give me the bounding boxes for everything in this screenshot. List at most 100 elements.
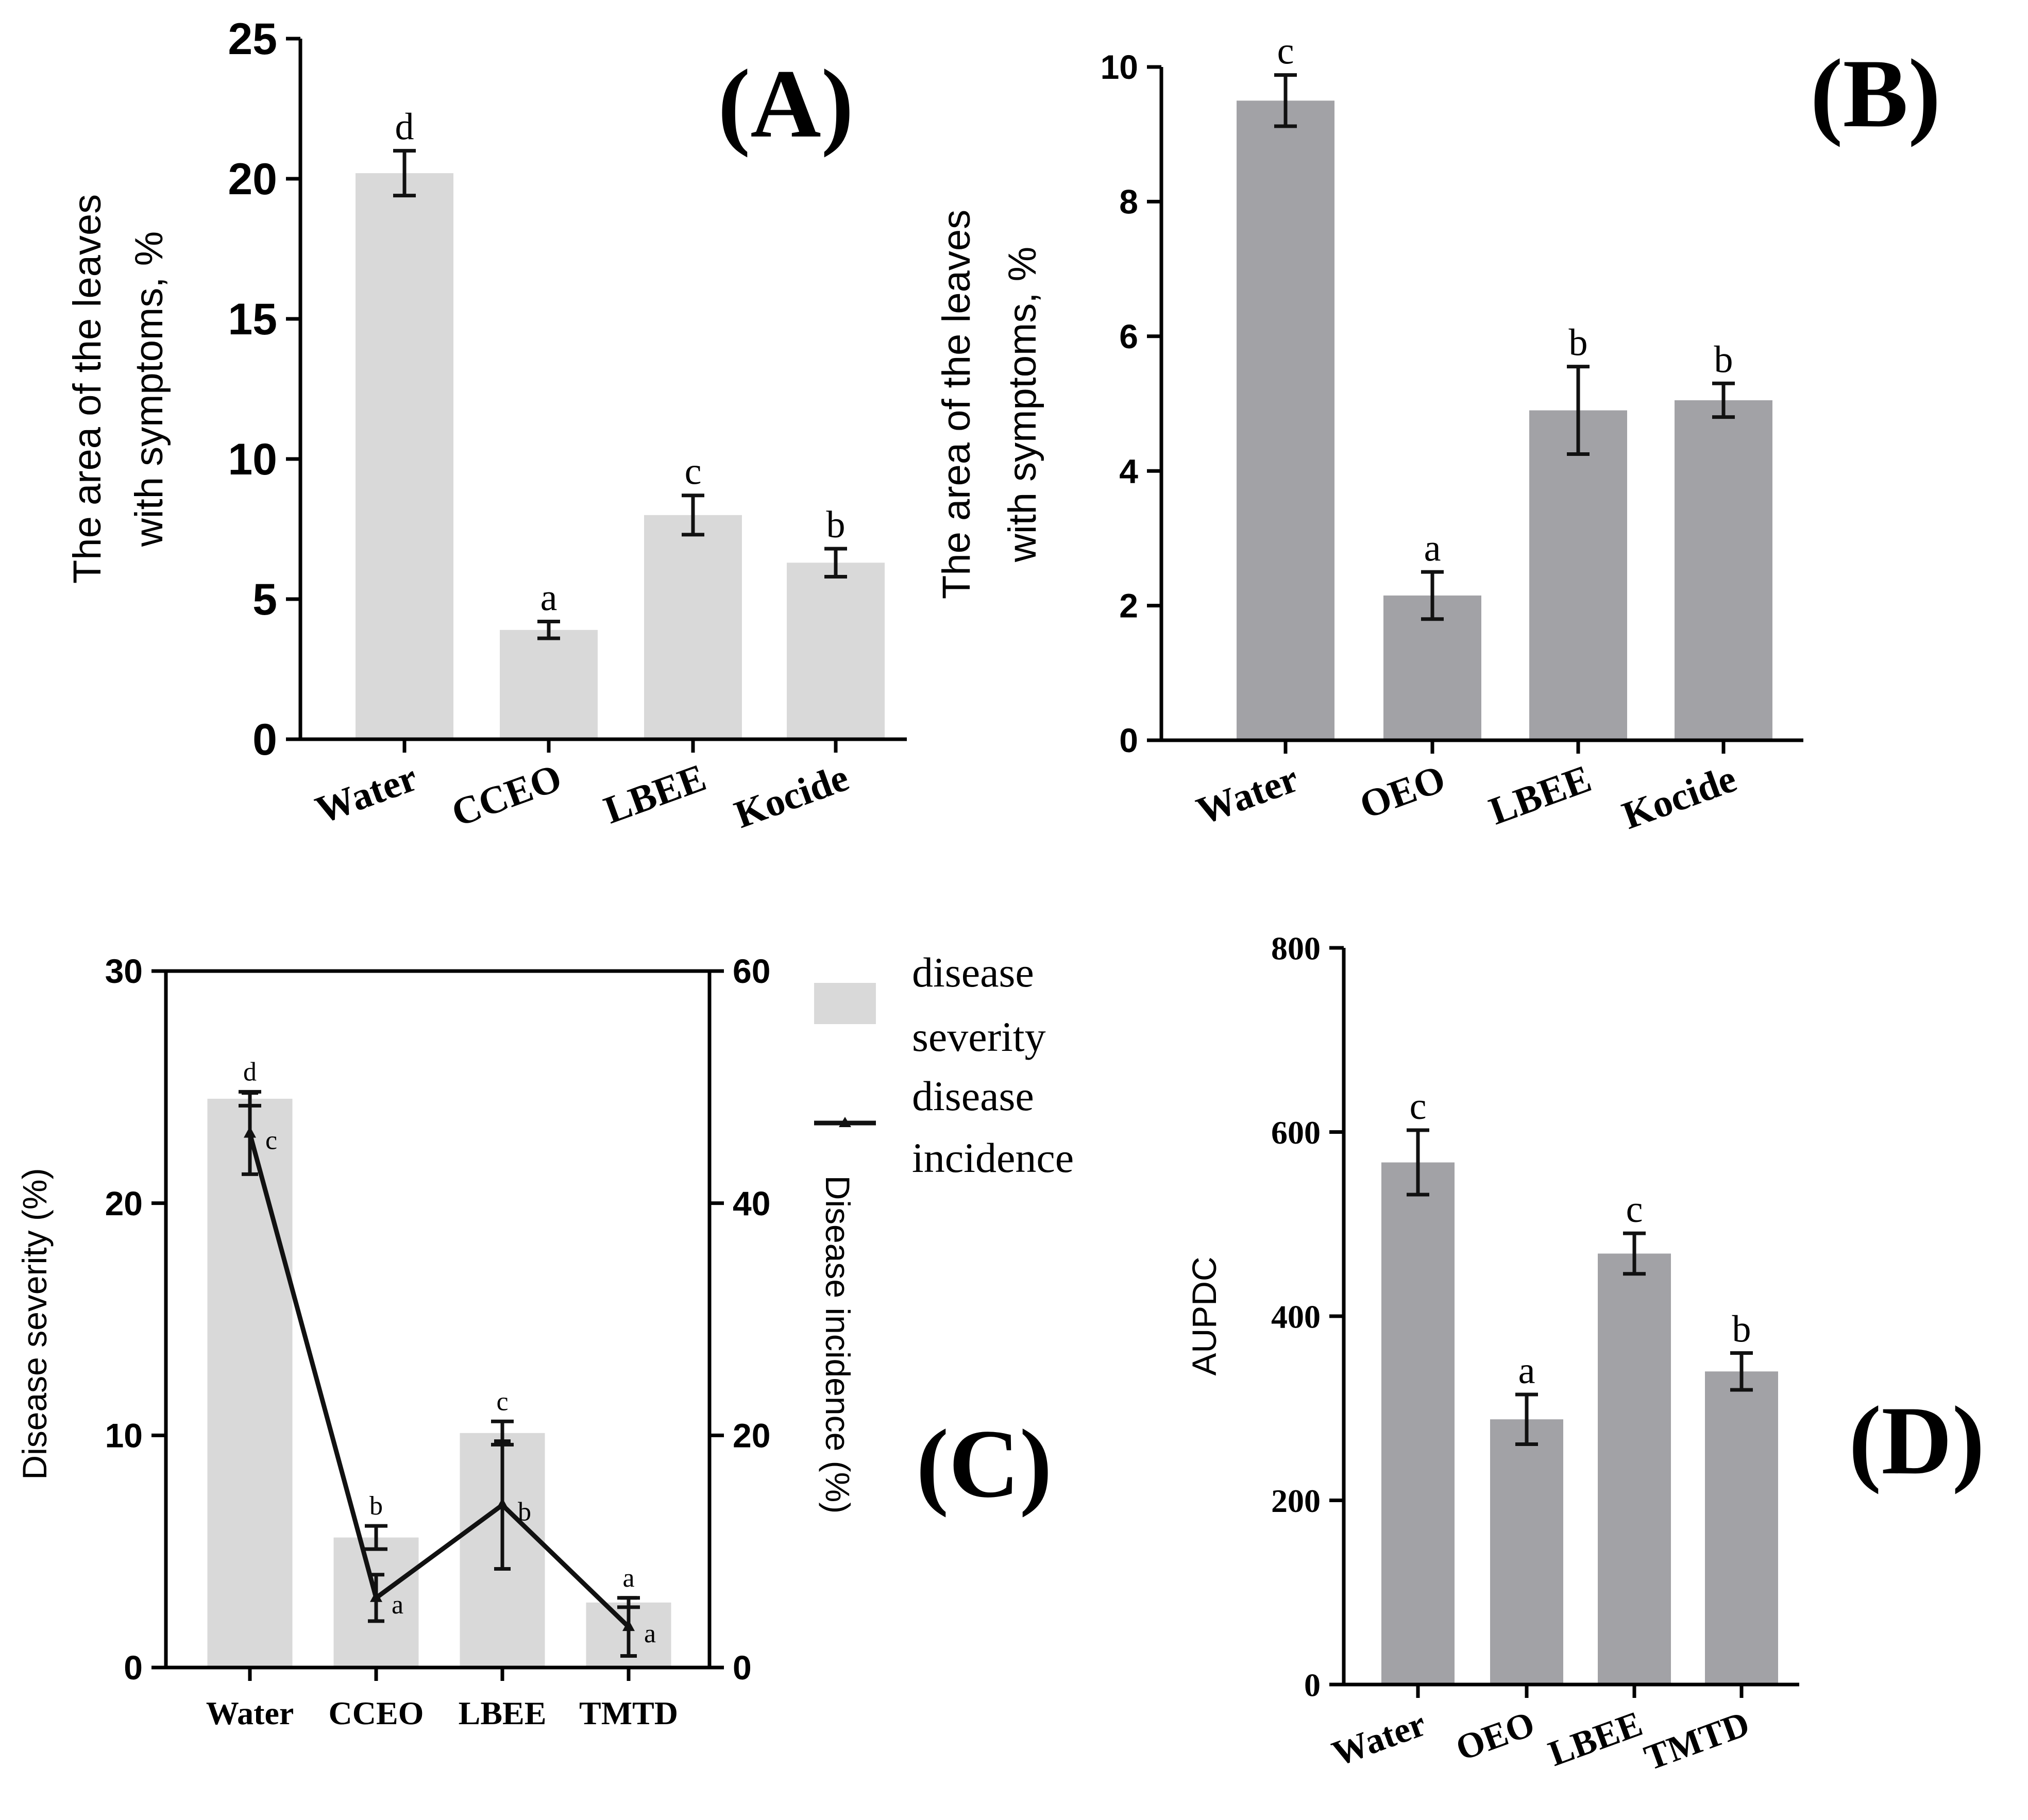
panel-a-error-bar-0 [393, 149, 416, 198]
panel-c-incidence-letter-0: c [265, 1126, 277, 1155]
panel-c-y2-tick-label-0: 0 [733, 1648, 752, 1687]
legend-label-disease-severity-line-2: severity [912, 1013, 1046, 1060]
panel-d-error-bar-3 [1730, 1351, 1753, 1392]
panel-a-sig-letter-2: c [685, 451, 702, 493]
panel-c-incidence-letter-1: a [392, 1590, 403, 1620]
panel-b-sig-letter-1: a [1424, 527, 1441, 569]
panel-c-y-tick-label-2: 20 [105, 1184, 143, 1222]
panel-c-y-tick-label-0: 0 [124, 1648, 143, 1687]
panel-a-y-tick-label-2: 10 [228, 435, 277, 484]
panel-c: d b c a c a b a 0 10 20 30 0 20 40 60 Water CCEO LBEE TM… [15, 949, 1074, 1731]
panel-b-y-tick-label-5: 10 [1101, 48, 1138, 86]
panel-c-incidence-error-bar-1 [368, 1573, 384, 1623]
panel-c-incidence-letter-2: b [518, 1498, 531, 1527]
panel-a-sig-letter-3: b [826, 504, 846, 546]
panel-a-y-axis-title-line-1: The area of the leaves [65, 194, 109, 584]
panel-c-y-axis-title: Disease severity (%) [15, 1168, 54, 1479]
panel-c-y-tick-label-3: 30 [105, 952, 143, 990]
panel-d-y-tick-label-4: 800 [1271, 930, 1321, 966]
panel-b-y-tick-label-4: 8 [1119, 183, 1138, 221]
panel-a-y-tick-label-0: 0 [252, 715, 277, 764]
panel-c-sig-letter-0: d [243, 1057, 257, 1086]
panel-c-x-label-1: CCEO [329, 1695, 424, 1731]
panel-c-label: (C) [916, 1410, 1052, 1518]
panel-a-y-tick-label-3: 15 [228, 295, 277, 344]
panel-a-error-bar-1 [537, 620, 560, 640]
panel-a-y-tick-label-4: 20 [228, 155, 277, 204]
panel-d-sig-letter-3: b [1732, 1308, 1751, 1351]
panel-b-sig-letter-3: b [1714, 338, 1733, 381]
panel-b-sig-letter-2: b [1569, 322, 1588, 364]
panel-a-error-bar-3 [824, 547, 847, 579]
panel-d-y-axis-title: AUPDC [1185, 1256, 1223, 1375]
panel-a-sig-letter-0: d [395, 106, 414, 148]
panel-b-bar-kocide [1675, 400, 1772, 740]
panel-c-incidence-letter-3: a [644, 1619, 656, 1648]
panel-c-y-tick-label-1: 10 [105, 1416, 143, 1454]
panel-a-y-tick-label-1: 5 [252, 575, 277, 624]
panel-c-incidence-error-bar-3 [620, 1596, 637, 1658]
panel-d-y-tick-label-2: 400 [1271, 1298, 1321, 1335]
panel-c-x-label-0: Water [206, 1695, 294, 1731]
panel-c-sig-letter-1: b [369, 1491, 383, 1521]
panel-b-error-bar-2 [1567, 365, 1590, 456]
panel-c-y2-tick-label-3: 60 [733, 952, 770, 990]
panel-a-bar-lbee [644, 515, 742, 739]
panel-c-y2-tick-label-2: 40 [733, 1184, 770, 1222]
panel-a-bar-cceo [500, 630, 598, 739]
panel-c-x-label-3: TMTD [579, 1695, 678, 1731]
panel-c-incidence-line [247, 1133, 631, 1629]
panel-b-y-axis-title-line-1: The area of the leaves [935, 210, 978, 599]
legend-marker-disease-incidence [839, 1117, 851, 1127]
panel-d-sig-letter-2: c [1626, 1188, 1643, 1231]
panel-a-y-tick-label-5: 25 [228, 14, 277, 64]
panel-b-y-tick-label-1: 2 [1119, 587, 1138, 625]
panel-a-y-axis-title-line-2: with symptoms, % [127, 231, 171, 547]
panel-d-bar-lbee [1598, 1253, 1671, 1685]
panel-c-incidence-error-bar-2 [494, 1439, 511, 1571]
panel-b-label: (B) [1810, 40, 1940, 148]
panel-d-bar-water [1381, 1162, 1455, 1685]
panel-b-y-tick-label-3: 6 [1119, 317, 1138, 355]
panel-b-error-bar-3 [1712, 381, 1735, 419]
panel-d-y-tick-label-1: 200 [1271, 1483, 1321, 1519]
panel-a-label: (A) [718, 50, 854, 158]
panel-d-label: (D) [1849, 1387, 1985, 1495]
panel-d-y-tick-label-3: 600 [1271, 1114, 1321, 1151]
panel-b-y-tick-label-2: 4 [1119, 452, 1138, 490]
panel-b-bar-water [1237, 100, 1334, 741]
legend-label-disease-incidence-line-2: incidence [912, 1134, 1074, 1181]
panel-b-bar-lbee [1529, 410, 1627, 740]
panel-a-bar-kocide [787, 563, 885, 739]
panel-d-bar-oeo [1490, 1419, 1563, 1685]
panel-c-incidence-error-bar-0 [242, 1091, 258, 1176]
panel-d-error-bar-2 [1623, 1231, 1646, 1276]
panel-a-bar-water [356, 173, 453, 739]
panel-c-x-label-2: LBEE [459, 1695, 547, 1731]
panel-d-error-bar-1 [1515, 1392, 1538, 1446]
panel-d-sig-letter-0: c [1410, 1085, 1427, 1128]
panel-b-y-tick-label-0: 0 [1119, 721, 1138, 759]
panel-d-error-bar-0 [1407, 1128, 1429, 1197]
panel-b-y-axis-title-line-2: with symptoms, % [1001, 247, 1044, 563]
panel-c-sig-letter-2: c [496, 1387, 508, 1416]
panel-d-y-tick-label-0: 0 [1304, 1666, 1321, 1703]
panel-d-bar-tmtd [1705, 1371, 1778, 1685]
panel-c-sig-letter-3: a [622, 1563, 634, 1593]
panel-c-y2-tick-label-1: 20 [733, 1416, 770, 1454]
panel-d-sig-letter-1: a [1518, 1350, 1535, 1392]
panel-c-bar-water [207, 1098, 293, 1668]
panel-a-sig-letter-1: a [540, 577, 557, 619]
panel-a-error-bar-2 [682, 494, 704, 537]
panel-c-y2-axis-title: Disease incidence (%) [819, 1176, 857, 1514]
panel-b-sig-letter-0: c [1277, 30, 1294, 73]
panel-b-error-bar-0 [1274, 73, 1297, 128]
panel-c-error-bar-1 [365, 1524, 387, 1551]
legend-label-disease-incidence-line-1: disease [912, 1073, 1034, 1119]
panel-b-error-bar-1 [1421, 570, 1444, 621]
legend-label-disease-severity-line-1: disease [912, 949, 1034, 996]
legend-swatch-disease-severity [814, 983, 876, 1024]
